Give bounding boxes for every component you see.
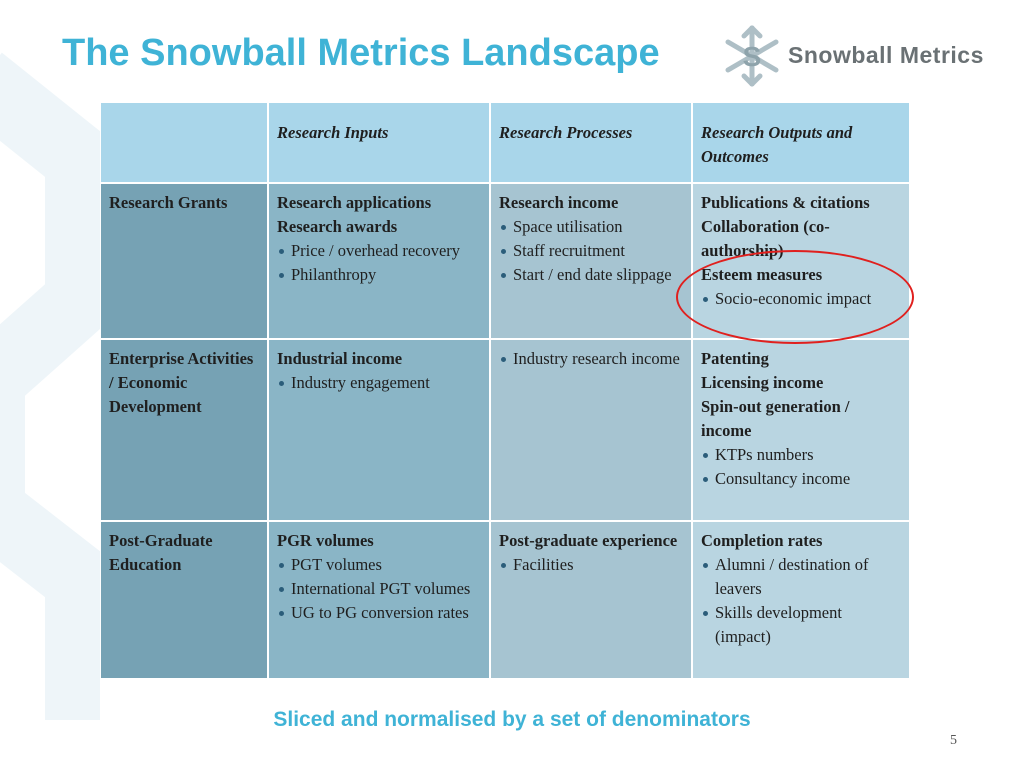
- list-item: Start / end date slippage: [499, 263, 683, 287]
- bold-item: Industrial income: [277, 349, 403, 368]
- list-item: PGT volumes: [277, 553, 481, 577]
- logo-text: Snowball Metrics: [788, 42, 984, 68]
- metrics-table: Research Inputs Research Processes Resea…: [101, 103, 911, 680]
- list-item: Industry research income: [499, 347, 683, 371]
- bold-item: Licensing income: [701, 373, 824, 392]
- cell-enterprise-processes: Industry research income: [491, 340, 693, 522]
- list-item: Facilities: [499, 553, 683, 577]
- cell-enterprise-inputs: Industrial income Industry engagement: [269, 340, 491, 522]
- cell-pg-inputs: PGR volumes PGT volumes International PG…: [269, 522, 491, 680]
- list-item: KTPs numbers: [701, 443, 901, 467]
- bold-item: Research awards: [277, 217, 398, 236]
- table-corner-cell: [101, 103, 269, 184]
- cell-grants-outputs: Publications & citations Collaboration (…: [693, 184, 911, 340]
- column-header-outputs-label: Research Outputs and Outcomes: [701, 123, 853, 166]
- bold-item: Publications & citations: [701, 193, 870, 212]
- list-item: Staff recruitment: [499, 239, 683, 263]
- list-item: Socio-economic impact: [701, 287, 901, 311]
- cell-grants-inputs: Research applications Research awards Pr…: [269, 184, 491, 340]
- list-item: International PGT volumes: [277, 577, 481, 601]
- bold-item: Research income: [499, 193, 619, 212]
- bold-item: Completion rates: [701, 531, 823, 550]
- list-item: Philanthropy: [277, 263, 481, 287]
- row-header-post-graduate: Post-Graduate Education: [101, 522, 269, 680]
- column-header-outputs: Research Outputs and Outcomes: [693, 103, 911, 184]
- list-item: Consultancy income: [701, 467, 901, 491]
- list-item: Alumni / destination of leavers: [701, 553, 901, 601]
- row-header-enterprise: Enterprise Activities / Economic Develop…: [101, 340, 269, 522]
- list-item: UG to PG conversion rates: [277, 601, 481, 625]
- bold-item: Post-graduate experience: [499, 531, 678, 550]
- list-item: Price / overhead recovery: [277, 239, 481, 263]
- bold-item: Research applications: [277, 193, 432, 212]
- page-number: 5: [950, 733, 957, 748]
- list-item: Skills development (impact): [701, 601, 901, 649]
- bold-item: Collaboration (co-authorship): [701, 217, 830, 260]
- snowflake-s-icon: S: [725, 25, 779, 87]
- bold-item: Esteem measures: [701, 265, 823, 284]
- snowball-metrics-logo: S Snowball Metrics: [722, 24, 1012, 88]
- column-header-processes: Research Processes: [491, 103, 693, 184]
- column-header-inputs: Research Inputs: [269, 103, 491, 184]
- bold-item: Patenting: [701, 349, 769, 368]
- list-item: Space utilisation: [499, 215, 683, 239]
- cell-enterprise-outputs: Patenting Licensing income Spin-out gene…: [693, 340, 911, 522]
- bold-item: PGR volumes: [277, 531, 374, 550]
- svg-text:S: S: [743, 41, 762, 72]
- row-header-research-grants: Research Grants: [101, 184, 269, 340]
- bold-item: Spin-out generation / income: [701, 397, 850, 440]
- slide-footer: Sliced and normalised by a set of denomi…: [273, 708, 751, 731]
- slide-title: The Snowball Metrics Landscape: [62, 32, 660, 74]
- cell-pg-outputs: Completion rates Alumni / destination of…: [693, 522, 911, 680]
- background-snowflake-watermark: [0, 52, 100, 720]
- cell-pg-processes: Post-graduate experience Facilities: [491, 522, 693, 680]
- list-item: Industry engagement: [277, 371, 481, 395]
- cell-grants-processes: Research income Space utilisation Staff …: [491, 184, 693, 340]
